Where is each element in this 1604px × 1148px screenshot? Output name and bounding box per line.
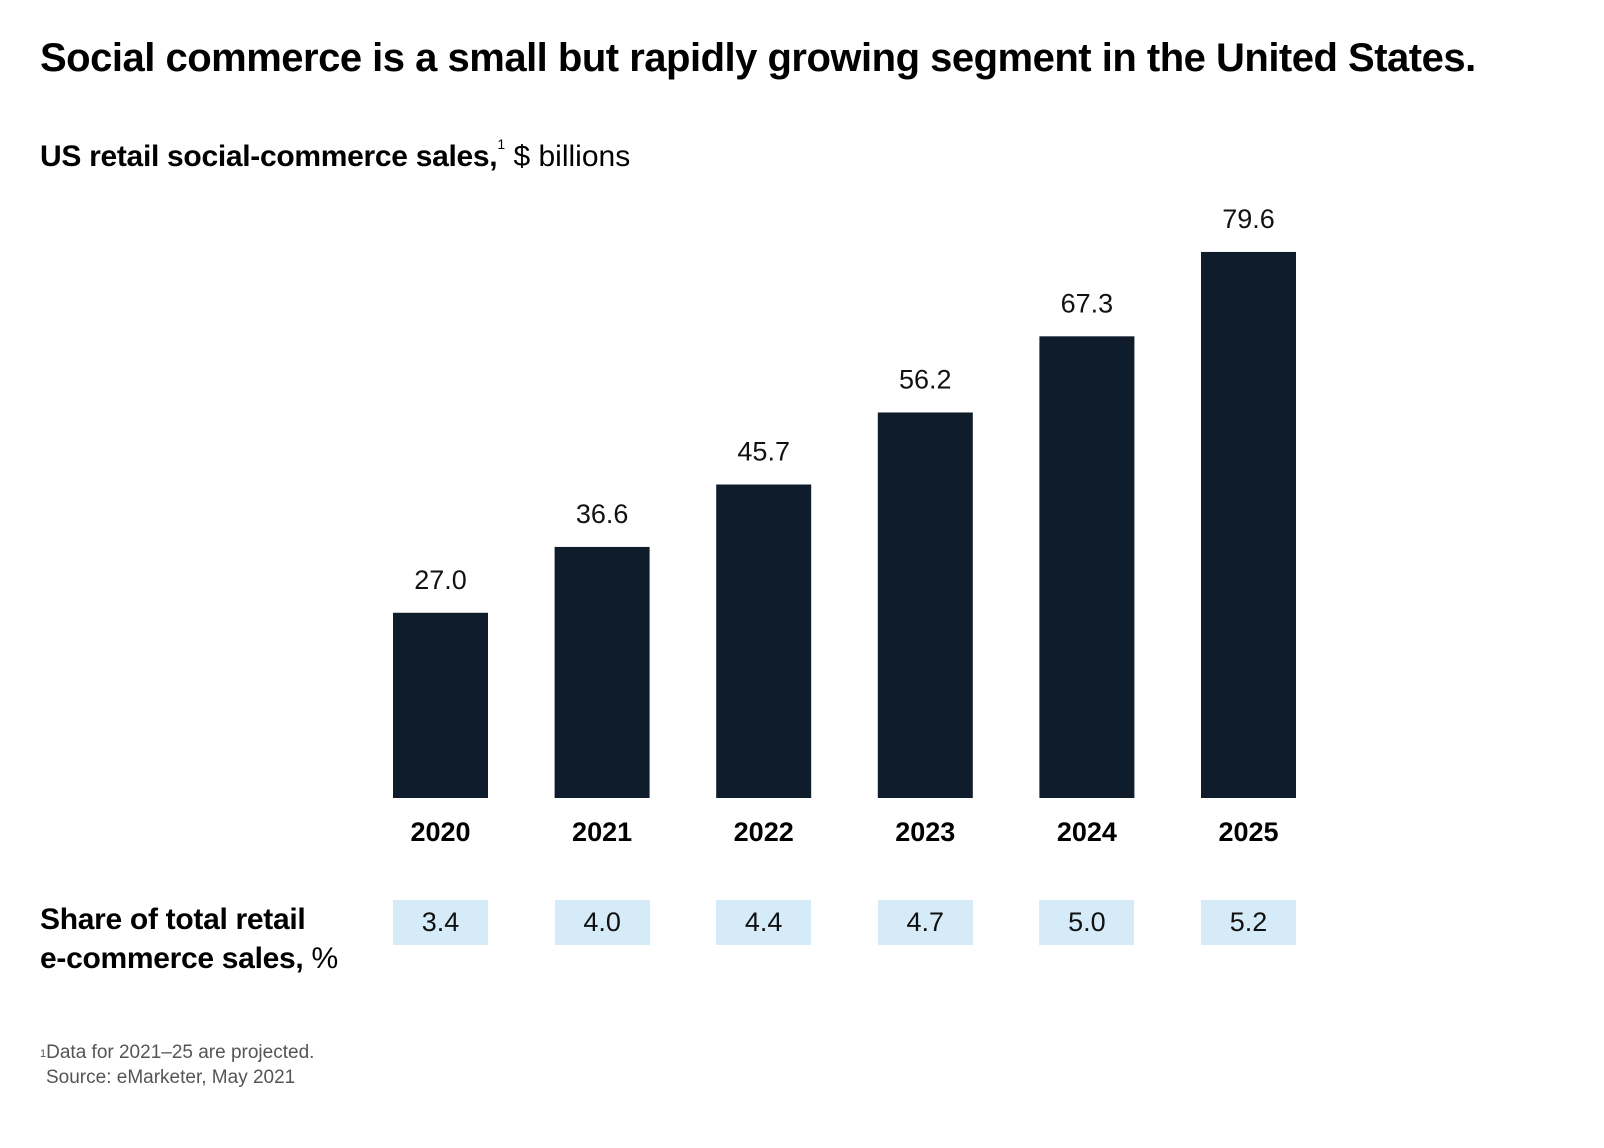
- share-value-2025: 5.2: [1201, 900, 1296, 945]
- category-label-2022: 2022: [734, 817, 794, 847]
- category-label-2025: 2025: [1218, 817, 1278, 847]
- value-label-2023: 56.2: [899, 364, 952, 394]
- value-label-2021: 36.6: [576, 499, 629, 529]
- footnote-text: Data for 2021–25 are projected.: [46, 1042, 315, 1063]
- bar-2024: [1039, 336, 1135, 798]
- bar-2022: [716, 484, 812, 798]
- share-value-2024: 5.0: [1039, 900, 1135, 945]
- category-label-2021: 2021: [572, 817, 632, 847]
- subtitle-unit: $ billions: [513, 140, 631, 173]
- category-label-2024: 2024: [1057, 817, 1117, 847]
- subtitle-footnote-marker: 1: [497, 136, 506, 152]
- subtitle-label: US retail social-commerce sales,: [40, 140, 498, 173]
- category-label-2020: 2020: [410, 817, 470, 847]
- share-value-2022: 4.4: [716, 900, 812, 945]
- source-text: Source: eMarketer, May 2021: [46, 1067, 296, 1088]
- value-label-2025: 79.6: [1222, 204, 1275, 234]
- chart-subtitle: US retail social-commerce sales,1 $ bill…: [40, 136, 631, 174]
- category-label-2023: 2023: [895, 817, 955, 847]
- bar-2020: [393, 612, 488, 798]
- share-value-2023: 4.7: [877, 900, 973, 945]
- value-label-2020: 27.0: [414, 565, 467, 595]
- bar-2021: [554, 546, 650, 798]
- chart-title: Social commerce is a small but rapidly g…: [40, 36, 1476, 80]
- value-label-2022: 45.7: [737, 436, 790, 466]
- bar-2025: [1201, 251, 1296, 799]
- share-label-unit: %: [311, 942, 338, 975]
- share-label-line2: e-commerce sales,: [40, 942, 304, 975]
- share-value-2021: 4.0: [554, 900, 650, 945]
- share-row-label: Share of total retail e-commerce sales, …: [40, 900, 338, 978]
- share-value-2020: 3.4: [393, 900, 488, 945]
- bar-2023: [877, 412, 973, 798]
- footnote-marker: 1: [40, 1048, 47, 1060]
- share-label-line1: Share of total retail: [40, 903, 306, 936]
- footnote: 1Data for 2021–25 are projected. Source:…: [40, 1040, 314, 1090]
- value-label-2024: 67.3: [1061, 288, 1114, 318]
- bar-chart: 27.0 2020 36.6 2021 45.7 2022 56.2 2023 67.3 2024…: [393, 204, 1296, 847]
